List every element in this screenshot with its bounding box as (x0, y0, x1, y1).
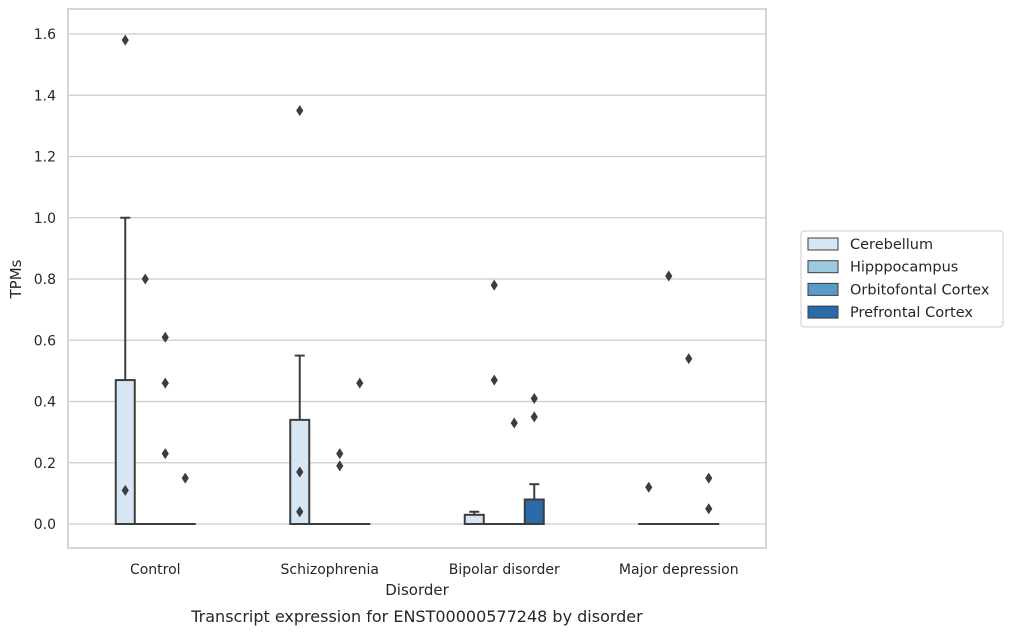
box-cerebellum (114, 379, 136, 525)
x-tick-label: Major depression (619, 562, 739, 578)
chart-caption: Transcript expression for ENST0000057724… (190, 607, 643, 626)
outlier-point (161, 448, 169, 460)
y-tick-label: 1.2 (34, 150, 56, 166)
outlier-point (705, 503, 713, 515)
outlier-point (296, 506, 304, 518)
y-tick-label: 1.0 (34, 211, 56, 227)
box-cerebellum (463, 513, 485, 525)
outlier-point (530, 392, 538, 404)
y-axis-label: TPMs (7, 259, 25, 299)
outlier-point (665, 270, 673, 282)
outlier-point (336, 460, 344, 472)
outlier-point (161, 331, 169, 343)
y-tick-label: 0.4 (34, 395, 56, 411)
y-tick-labels: 0.0 0.2 0.4 0.6 0.8 1.0 1.2 1.4 1.6 (34, 27, 56, 533)
outlier-point (645, 481, 653, 493)
outlier-point (121, 484, 129, 496)
boxes (114, 216, 720, 526)
outlier-point (490, 279, 498, 291)
outlier-point (510, 417, 518, 429)
outlier-point (685, 353, 693, 365)
outlier-point (141, 273, 149, 285)
legend-swatch (807, 305, 839, 319)
legend-swatch (807, 282, 839, 296)
outlier-point (356, 377, 364, 389)
outlier-point (296, 466, 304, 478)
y-tick-label: 0.2 (34, 456, 56, 472)
outlier-point (296, 105, 304, 117)
y-tick-label: 0.6 (34, 333, 56, 349)
outlier-point (121, 34, 129, 46)
legend-frame (800, 230, 1004, 328)
outlier-point (705, 472, 713, 484)
outlier-point (490, 374, 498, 386)
x-tick-label: Bipolar disorder (449, 562, 560, 578)
legend: Cerebellum Hipppocampus Orbitofontal Corte… (800, 230, 1004, 328)
legend-label: Orbitofontal Cortex (850, 282, 990, 298)
legend-label: Hipppocampus (850, 260, 958, 276)
outlier-point (161, 377, 169, 389)
legend-swatch (807, 260, 839, 274)
legend-swatch (807, 237, 839, 251)
y-tick-label: 1.6 (34, 27, 56, 43)
y-tick-label: 1.4 (34, 88, 56, 104)
grid-lines (68, 33, 766, 525)
x-tick-label: Control (130, 562, 181, 578)
x-axis-label: Disorder (385, 581, 449, 599)
outlier-point (336, 448, 344, 460)
outliers (121, 34, 713, 518)
plot-frame (67, 8, 767, 549)
x-tick-label: Schizophrenia (281, 562, 379, 578)
y-tick-label: 0.0 (34, 517, 56, 533)
outlier-point (530, 411, 538, 423)
y-tick-label: 0.8 (34, 272, 56, 288)
legend-label: Prefrontal Cortex (850, 305, 973, 321)
legend-label: Cerebellum (850, 237, 933, 253)
x-tick-labels: Control Schizophrenia Bipolar disorder Majo… (130, 562, 739, 578)
box-prefrontal-cortex (523, 498, 545, 525)
outlier-point (181, 472, 189, 484)
